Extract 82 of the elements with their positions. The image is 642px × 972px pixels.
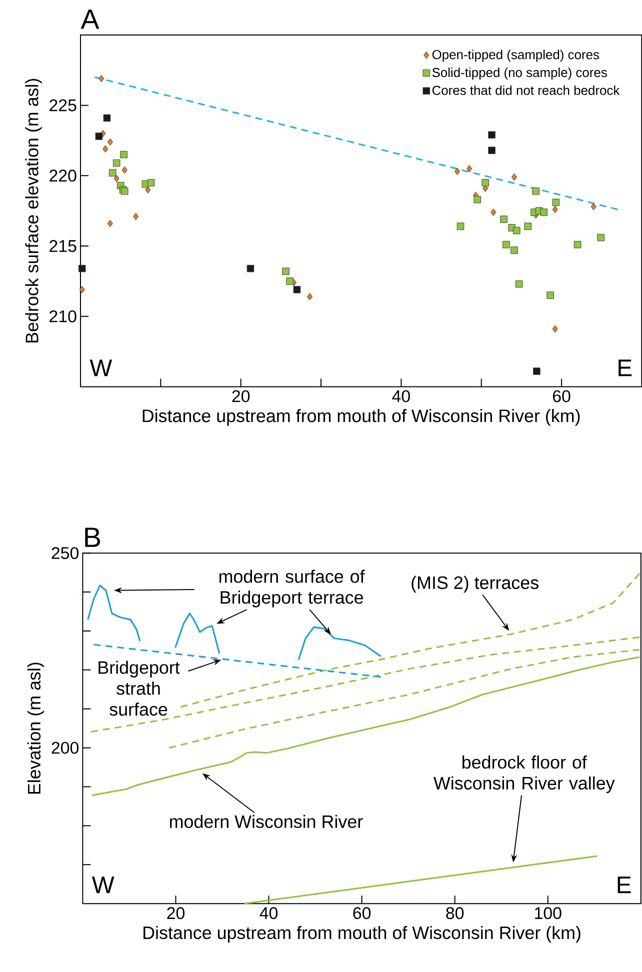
point xyxy=(107,220,113,228)
x-tick-label: 40 xyxy=(260,907,278,920)
y-axis-title: Bedrock surface elevation (m asl) xyxy=(25,78,42,342)
point xyxy=(286,278,294,285)
x-axis-title: Distance upstream from mouth of Wisconsin River (km) xyxy=(142,409,580,426)
point xyxy=(512,226,520,234)
annotation: E xyxy=(618,876,631,894)
line-series xyxy=(298,626,382,661)
point xyxy=(306,293,313,300)
point xyxy=(574,240,582,248)
x-tick-label: 40 xyxy=(392,390,410,402)
point xyxy=(524,222,532,230)
point xyxy=(488,146,496,154)
annotation: (MIS 2) terraces xyxy=(412,576,538,593)
point xyxy=(95,132,103,140)
point xyxy=(511,173,518,181)
point xyxy=(112,159,120,167)
point xyxy=(147,179,155,186)
annotation: W xyxy=(92,876,114,894)
point xyxy=(474,196,482,204)
line-series xyxy=(91,656,640,796)
x-tick-label: 60 xyxy=(353,907,371,920)
y-tick-label: 200 xyxy=(52,742,79,754)
legend-label: Open-tipped (sampled) cores xyxy=(432,50,600,62)
line-series xyxy=(87,584,141,642)
x-tick-label: 60 xyxy=(552,390,570,402)
point xyxy=(532,187,540,195)
point xyxy=(597,234,604,242)
point xyxy=(482,179,490,186)
point xyxy=(103,114,111,122)
point xyxy=(78,264,86,272)
point xyxy=(552,206,558,214)
x-tick-label: 80 xyxy=(446,907,464,920)
point xyxy=(552,198,560,206)
x-tick-label: 100 xyxy=(535,907,562,920)
point xyxy=(120,150,128,158)
point xyxy=(488,131,496,139)
legend-label: Cores that did not reach bedrock xyxy=(432,85,620,95)
x-tick-label: 20 xyxy=(167,907,184,920)
annotation: modern surface of Bridgeport terrace xyxy=(219,570,365,608)
point xyxy=(114,174,120,182)
point xyxy=(293,286,301,294)
y-tick-label: 250 xyxy=(52,547,79,560)
y-axis-title: Elevation (m asl) xyxy=(27,662,44,794)
x-axis-title: Distance upstream from mouth of Wisconsin River (km) xyxy=(144,926,580,943)
chart-title: B xyxy=(85,528,100,547)
point xyxy=(490,208,496,216)
line-series xyxy=(90,636,640,733)
x-tick-label: 20 xyxy=(232,390,250,402)
annotation: modern Wisconsin River xyxy=(170,814,363,828)
point xyxy=(454,168,460,176)
legend-label: Solid-tipped (no sample) cores xyxy=(432,68,607,80)
point xyxy=(122,166,128,174)
y-tick-label: 220 xyxy=(50,170,76,182)
point xyxy=(466,164,472,172)
point xyxy=(533,368,540,375)
point xyxy=(515,280,523,288)
point xyxy=(540,208,548,216)
point xyxy=(552,325,558,333)
line-series xyxy=(174,612,220,654)
chart-title: A xyxy=(80,10,100,29)
point xyxy=(456,222,464,230)
annotation: E xyxy=(618,360,632,376)
point xyxy=(133,212,139,220)
point xyxy=(107,138,113,146)
point xyxy=(98,74,104,82)
point xyxy=(79,286,85,294)
point xyxy=(246,264,254,272)
y-tick-label: 210 xyxy=(50,310,76,322)
annotation: Bridgeport strath surface xyxy=(98,660,180,716)
point xyxy=(102,145,108,153)
annotation: bedrock floor of Wisconsin River valley xyxy=(434,755,615,794)
y-tick-label: 215 xyxy=(50,240,76,252)
point xyxy=(502,240,510,248)
y-tick-label: 225 xyxy=(50,99,76,112)
point xyxy=(546,292,554,299)
annotation: W xyxy=(90,360,112,376)
point xyxy=(510,246,518,254)
point xyxy=(590,202,596,210)
point xyxy=(108,169,116,177)
point xyxy=(282,268,290,275)
point xyxy=(500,216,508,223)
